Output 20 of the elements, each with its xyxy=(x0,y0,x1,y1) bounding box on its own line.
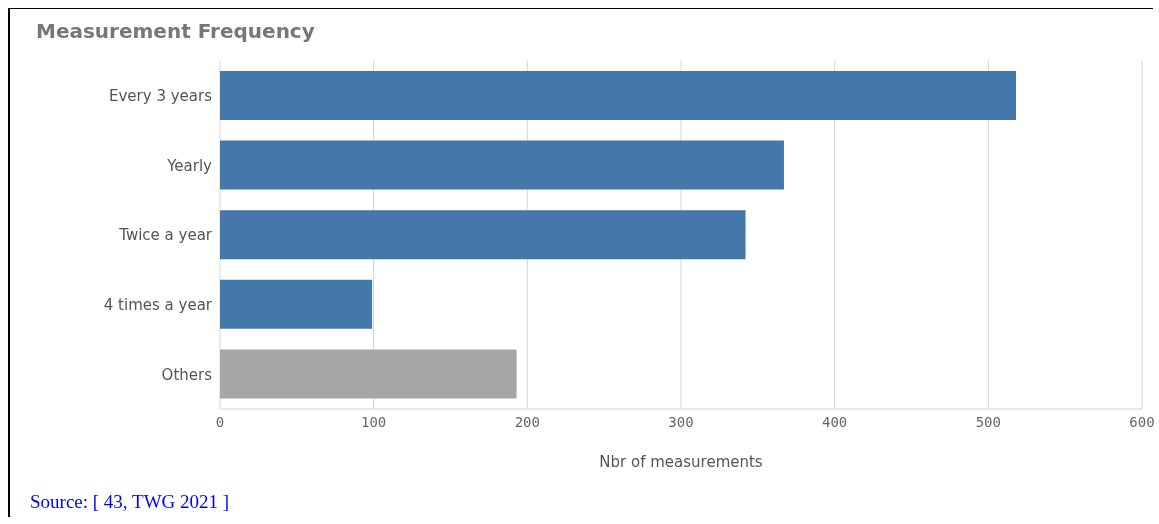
chart-title: Measurement Frequency xyxy=(36,19,315,43)
y-tick-label: Every 3 years xyxy=(109,87,213,106)
x-tick-label: 600 xyxy=(1129,413,1155,430)
bar xyxy=(220,140,784,190)
bar xyxy=(220,71,1016,120)
x-tick-label: 300 xyxy=(668,413,694,430)
bar xyxy=(220,279,373,329)
y-tick-label: Yearly xyxy=(166,156,213,175)
x-tick-label: 400 xyxy=(822,413,848,430)
x-tick-label: 500 xyxy=(975,413,1001,430)
x-tick-label: 200 xyxy=(514,413,540,430)
y-tick-label: 4 times a year xyxy=(103,295,213,314)
y-tick-label: Others xyxy=(161,365,213,384)
x-tick-label: 0 xyxy=(215,413,225,430)
bar xyxy=(220,210,746,260)
y-tick-label: Twice a year xyxy=(118,226,213,245)
x-axis-title: Nbr of measurements xyxy=(599,453,763,471)
x-tick-label: 100 xyxy=(361,413,387,430)
bar xyxy=(220,349,517,399)
source-note: Source: [ 43, TWG 2021 ] xyxy=(30,491,230,513)
